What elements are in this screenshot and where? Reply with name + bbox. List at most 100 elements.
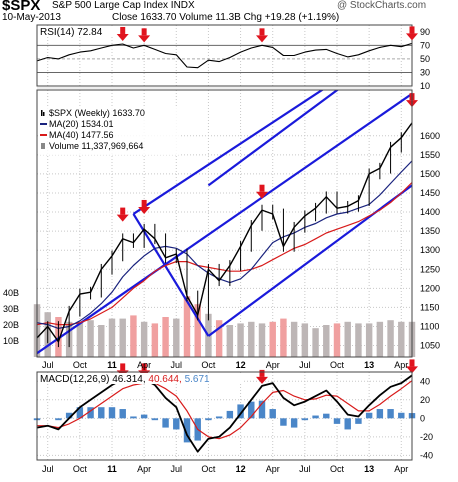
macd-histogram-bar [323, 413, 330, 419]
y-tick-label: 1200 [420, 283, 440, 293]
macd-histogram-bar [290, 418, 298, 428]
x-tick-label: Apr [266, 360, 280, 370]
macd-histogram-bar [65, 412, 73, 419]
macd-histogram-bar [258, 400, 266, 419]
rsi-panel-frame [36, 24, 413, 87]
macd-histogram-bar [87, 407, 94, 419]
volume-bar [173, 318, 180, 357]
volume-tick-label: 20B [3, 320, 19, 330]
volume-bar [398, 321, 405, 357]
macd-histogram-bar [333, 418, 341, 424]
macd-tick-label: -40 [420, 450, 433, 460]
ma20-line [37, 160, 412, 329]
macd-tick-label: 40 [420, 376, 430, 386]
x-tick-label: Jul [42, 360, 54, 370]
x-tick-label: Jul [171, 464, 183, 474]
x-tick-label: 13 [364, 360, 374, 370]
y-tick-label: 1250 [420, 264, 440, 274]
x-tick-label: Apr [137, 464, 151, 474]
volume-bar [76, 321, 84, 357]
macd-tick-label: 0 [420, 413, 425, 423]
macd-arrow-marker [256, 369, 268, 384]
sell-arrow-marker [138, 199, 151, 214]
index-name: S&P 500 Large Cap Index INDX [52, 0, 195, 11]
legend-entry: MA(40) 1477.56 [49, 130, 114, 140]
x-tick-label: Jul [299, 464, 311, 474]
x-tick-label: Oct [73, 464, 88, 474]
y-tick-label: 1550 [420, 150, 440, 160]
rsi-tick-label: 30 [420, 67, 430, 77]
channel-line [207, 184, 412, 337]
sell-arrow-marker [256, 184, 268, 199]
rsi-tick-label: 50 [420, 54, 430, 64]
volume-bar [323, 325, 330, 357]
x-tick-label: 11 [107, 360, 117, 370]
volume-bar [237, 323, 244, 357]
volume-bar [301, 323, 309, 357]
rsi-tick-label: 90 [420, 27, 430, 37]
macd-panel-frame [36, 371, 413, 461]
macd-histogram-bar [398, 412, 405, 419]
rsi-arrow-marker [138, 28, 151, 43]
volume-bar [87, 320, 94, 357]
legend-entry: Volume 11,337,969,664 [49, 141, 143, 151]
volume-bar [215, 320, 223, 357]
y-tick-label: 1400 [420, 207, 440, 217]
x-tick-label: Oct [330, 464, 345, 474]
y-tick-label: 1300 [420, 245, 440, 255]
x-tick-label: Jul [171, 360, 183, 370]
macd-histogram-bar [355, 418, 362, 424]
macd-histogram-bar [183, 418, 191, 443]
price-panel-frame [36, 89, 413, 358]
volume-bar [344, 321, 351, 357]
y-tick-label: 1450 [420, 188, 440, 198]
macd-histogram-bar [344, 418, 351, 430]
price-legend [38, 107, 180, 155]
symbol-label: $SPX [2, 0, 41, 14]
macd-histogram-bar [119, 409, 126, 419]
x-tick-label: Oct [201, 464, 216, 474]
macd-histogram-bar [140, 414, 148, 419]
sell-arrow-marker [116, 207, 129, 222]
legend-swatch [41, 143, 45, 149]
rsi-tick-label: 10 [420, 81, 430, 91]
price-line [37, 122, 412, 343]
volume-bar [333, 323, 341, 357]
macd-label: MACD(12,26,9) 46.314, 40.644, 5.671 [40, 374, 210, 385]
volume-bar [162, 317, 169, 357]
volume-bar [183, 296, 191, 357]
channel-line [132, 213, 210, 337]
volume-bar [151, 323, 159, 357]
volume-bar [98, 325, 105, 357]
macd-histogram-bar [55, 418, 62, 421]
y-tick-label: 1100 [420, 321, 439, 331]
x-tick-label: Apr [394, 360, 408, 370]
x-tick-label: 13 [364, 464, 374, 474]
legend-entry: MA(20) 1534.01 [49, 119, 114, 129]
quote-date: 10-May-2013 [2, 12, 61, 23]
y-tick-label: 1500 [420, 169, 440, 179]
y-tick-label: 1600 [420, 131, 440, 141]
volume-bar [119, 318, 126, 357]
quote-summary: Close 1633.70 Volume 11.3B Chg +19.28 (+… [112, 12, 340, 23]
x-tick-label: Apr [394, 464, 408, 474]
x-tick-label: Jul [299, 360, 311, 370]
x-tick-label: 12 [236, 464, 246, 474]
rsi-line [36, 42, 413, 69]
y-tick-label: 1350 [420, 226, 440, 236]
macd-histogram-bar [365, 412, 373, 419]
volume-bar [312, 328, 319, 357]
ma40-line [37, 182, 412, 326]
macd-histogram-bar [237, 404, 244, 419]
macd-histogram-bar [226, 410, 234, 419]
macd-arrow-marker [406, 359, 418, 374]
volume-bar [280, 318, 287, 357]
x-tick-label: 12 [236, 360, 246, 370]
macd-histogram-bar [387, 409, 394, 419]
macd-tick-label: -20 [420, 432, 433, 442]
watermark: @ StockCharts.com [337, 0, 427, 11]
macd-histogram-bar [280, 418, 287, 426]
x-tick-label: Jul [42, 464, 54, 474]
volume-bar [355, 323, 362, 357]
channel-line [132, 90, 325, 215]
